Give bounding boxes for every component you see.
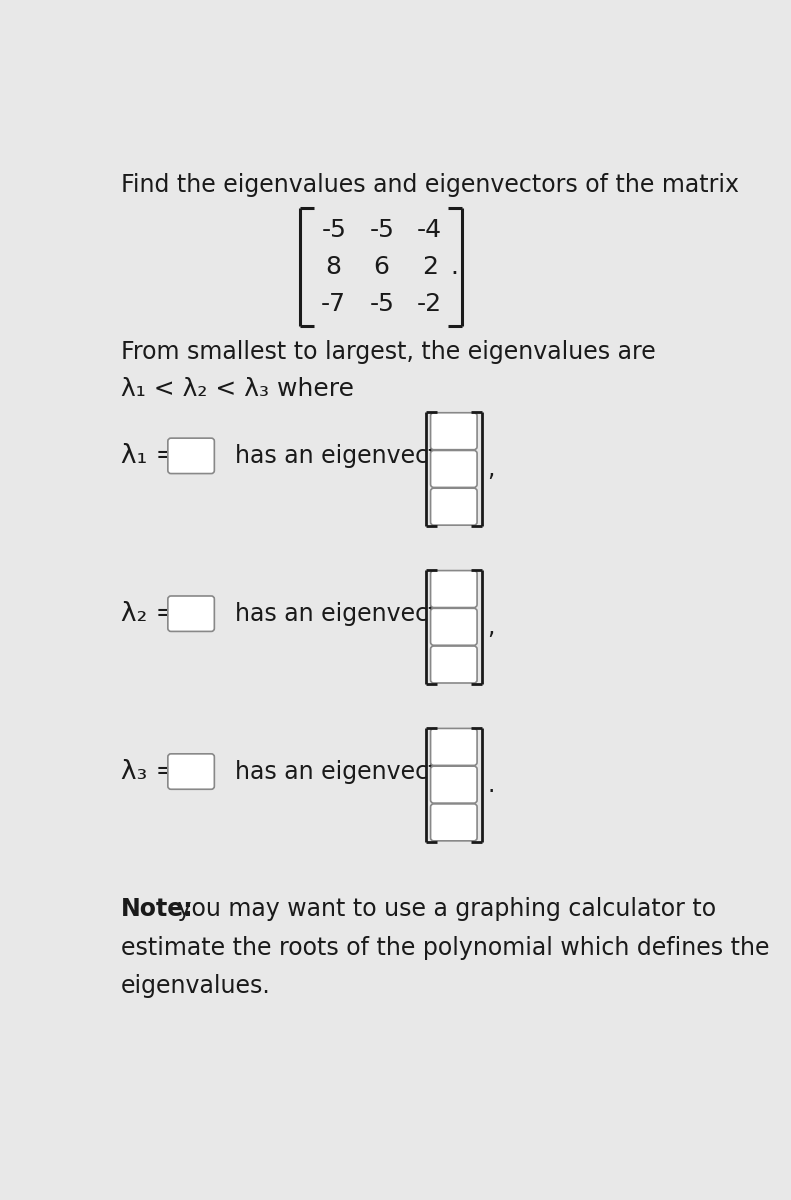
FancyBboxPatch shape (430, 570, 477, 607)
Text: λ₃ =: λ₃ = (120, 758, 177, 785)
FancyBboxPatch shape (430, 413, 477, 450)
FancyBboxPatch shape (430, 608, 477, 646)
Text: ,: , (487, 457, 494, 481)
Text: Note:: Note: (120, 898, 193, 922)
Text: -4: -4 (417, 218, 442, 242)
FancyBboxPatch shape (430, 766, 477, 803)
Text: .: . (487, 773, 494, 797)
FancyBboxPatch shape (430, 804, 477, 841)
FancyBboxPatch shape (168, 754, 214, 790)
Text: eigenvalues.: eigenvalues. (120, 974, 271, 998)
FancyBboxPatch shape (168, 438, 214, 474)
Text: has an eigenvector: has an eigenvector (235, 601, 462, 625)
Text: has an eigenvector: has an eigenvector (235, 760, 462, 784)
FancyBboxPatch shape (430, 728, 477, 766)
Text: Find the eigenvalues and eigenvectors of the matrix: Find the eigenvalues and eigenvectors of… (120, 173, 739, 197)
FancyBboxPatch shape (430, 450, 477, 487)
Text: 8: 8 (326, 256, 342, 280)
Text: λ₂ =: λ₂ = (120, 601, 177, 626)
Text: λ₁ < λ₂ < λ₃ where: λ₁ < λ₂ < λ₃ where (120, 377, 354, 401)
Text: λ₁ =: λ₁ = (120, 443, 177, 469)
Text: -7: -7 (321, 292, 346, 316)
Text: From smallest to largest, the eigenvalues are: From smallest to largest, the eigenvalue… (120, 341, 655, 365)
Text: -5: -5 (321, 218, 346, 242)
Text: ,: , (487, 614, 494, 638)
Text: -5: -5 (369, 292, 394, 316)
Text: -5: -5 (369, 218, 394, 242)
Text: 6: 6 (374, 256, 390, 280)
FancyBboxPatch shape (430, 488, 477, 526)
Text: has an eigenvector: has an eigenvector (235, 444, 462, 468)
FancyBboxPatch shape (430, 646, 477, 683)
Text: 2: 2 (422, 256, 437, 280)
Text: -2: -2 (417, 292, 442, 316)
Text: estimate the roots of the polynomial which defines the: estimate the roots of the polynomial whi… (120, 936, 769, 960)
Text: you may want to use a graphing calculator to: you may want to use a graphing calculato… (170, 898, 716, 922)
FancyBboxPatch shape (168, 596, 214, 631)
Text: .: . (450, 256, 458, 280)
